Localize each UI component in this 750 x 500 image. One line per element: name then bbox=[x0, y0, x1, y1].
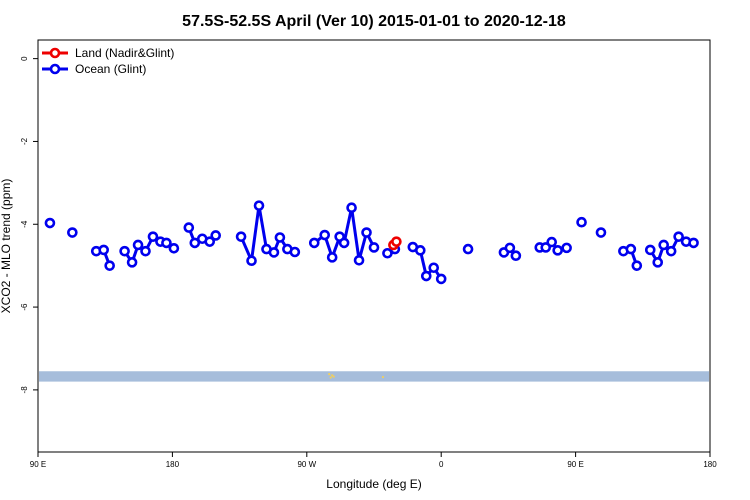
ocean-point bbox=[665, 245, 677, 257]
ocean-point bbox=[67, 227, 78, 238]
ocean-point bbox=[183, 222, 195, 233]
ocean-point bbox=[210, 230, 222, 241]
band-speckle bbox=[381, 375, 385, 379]
ocean-point bbox=[414, 245, 426, 256]
ocean-point bbox=[246, 255, 257, 266]
legend: Land (Nadir&Glint) Ocean (Glint) bbox=[42, 46, 174, 76]
ocean-point bbox=[462, 243, 474, 255]
land-point bbox=[391, 236, 402, 247]
ocean-point bbox=[235, 231, 247, 242]
x-tick-label: 90 E bbox=[30, 460, 46, 469]
band-speckle bbox=[329, 376, 332, 379]
y-tick-label: -2 bbox=[20, 137, 29, 145]
y-tick-label: 0 bbox=[20, 56, 29, 61]
ocean-point bbox=[361, 227, 372, 238]
ocean-point bbox=[595, 227, 607, 238]
x-tick-label: 90 E bbox=[567, 460, 583, 469]
ocean-point bbox=[631, 260, 643, 271]
ocean-point bbox=[140, 245, 151, 257]
ocean-point bbox=[319, 229, 331, 241]
plot-frame bbox=[37, 39, 711, 453]
y-axis: 0 -2 -4 -6 -8 bbox=[20, 56, 38, 394]
background-band-layer bbox=[39, 371, 709, 382]
ocean-point bbox=[353, 254, 365, 266]
x-tick-label: 180 bbox=[166, 460, 180, 469]
ocean-point bbox=[44, 217, 56, 229]
ocean-point bbox=[274, 232, 286, 243]
band-speckle bbox=[332, 375, 335, 378]
ocean-point bbox=[561, 242, 572, 254]
ocean-point bbox=[268, 247, 280, 258]
ocean-point bbox=[253, 200, 265, 211]
background-band bbox=[39, 371, 709, 382]
ocean-point bbox=[338, 237, 350, 249]
ocean-point bbox=[204, 236, 216, 247]
ocean-point bbox=[435, 273, 447, 285]
ocean-point bbox=[658, 239, 670, 251]
x-axis-label: Longitude (deg E) bbox=[326, 477, 421, 491]
legend-ocean-marker bbox=[49, 63, 61, 75]
ocean-point bbox=[420, 270, 432, 282]
ocean-point bbox=[168, 242, 180, 254]
ocean-point bbox=[119, 245, 130, 257]
band-speckle bbox=[328, 373, 331, 376]
ocean-point bbox=[161, 237, 172, 249]
ocean-point bbox=[326, 252, 338, 263]
ocean-point bbox=[504, 242, 516, 254]
legend-ocean-label: Ocean (Glint) bbox=[75, 62, 146, 76]
x-tick-label: 0 bbox=[439, 460, 444, 469]
ocean-point bbox=[644, 244, 656, 256]
ocean-point bbox=[189, 237, 201, 249]
ocean-point bbox=[308, 237, 320, 249]
chart-title: 57.5S-52.5S April (Ver 10) 2015-01-01 to… bbox=[182, 13, 566, 30]
y-tick-label: -6 bbox=[20, 303, 29, 311]
ocean-point bbox=[625, 243, 637, 255]
x-tick-label: 180 bbox=[703, 460, 717, 469]
ocean-point bbox=[382, 247, 393, 259]
ocean-point bbox=[368, 242, 380, 253]
y-tick-label: -4 bbox=[20, 220, 29, 228]
ocean-point bbox=[289, 246, 301, 258]
ocean-point bbox=[132, 239, 144, 251]
ocean-point bbox=[428, 262, 440, 274]
ocean-point bbox=[688, 237, 699, 249]
ocean-point bbox=[104, 260, 115, 271]
band-speckle bbox=[331, 374, 334, 377]
x-axis: 90 E 180 90 W 0 90 E 180 bbox=[30, 452, 717, 469]
series-layer bbox=[44, 200, 699, 285]
y-tick-label: -8 bbox=[20, 386, 29, 394]
y-axis-label: XCO2 - MLO trend (ppm) bbox=[0, 179, 13, 314]
ocean-point bbox=[546, 236, 558, 248]
legend-land-marker bbox=[49, 47, 61, 59]
ocean-point bbox=[98, 244, 110, 256]
ocean-point bbox=[652, 257, 664, 268]
ocean-point bbox=[552, 245, 563, 256]
ocean-point bbox=[346, 202, 357, 213]
ocean-point bbox=[673, 231, 684, 242]
ocean-point bbox=[576, 216, 587, 228]
ocean-point bbox=[126, 257, 138, 268]
x-tick-label: 90 W bbox=[297, 460, 316, 469]
ocean-point bbox=[147, 231, 159, 242]
legend-land-label: Land (Nadir&Glint) bbox=[75, 46, 174, 60]
ocean-point bbox=[510, 250, 522, 262]
